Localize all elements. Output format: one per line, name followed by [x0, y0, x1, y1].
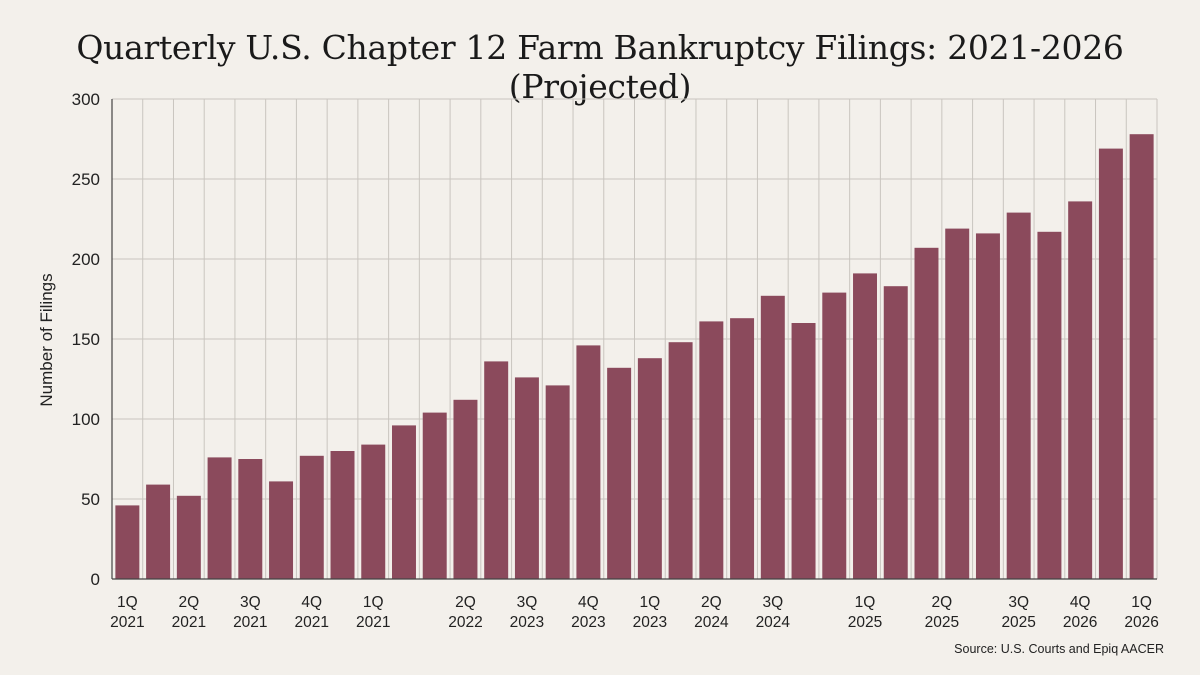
x-tick-label-quarter: 4Q — [1070, 594, 1091, 611]
chart-title: Quarterly U.S. Chapter 12 Farm Bankruptc… — [76, 28, 1124, 106]
bar — [422, 412, 447, 579]
x-tick-label-year: 2021 — [172, 614, 206, 631]
bars — [115, 134, 1154, 580]
bar — [514, 377, 539, 579]
x-tick-label: 3Q 2024 — [756, 594, 791, 631]
x-tick-label-quarter: 2Q — [178, 594, 199, 611]
x-tick-label-quarter: 4Q — [301, 594, 322, 611]
bar — [822, 292, 847, 579]
bar — [791, 323, 816, 579]
x-tick-label-year: 2025 — [1001, 614, 1035, 631]
bar — [146, 484, 171, 579]
x-tick-label-year: 2025 — [925, 614, 959, 631]
bar — [945, 228, 970, 579]
y-tick-label: 250 — [72, 170, 100, 189]
bar — [1037, 231, 1062, 580]
x-tick-label-quarter: 3Q — [1008, 594, 1029, 611]
x-tick-label-quarter: 1Q — [1131, 594, 1152, 611]
x-tick-label-year: 2024 — [756, 614, 791, 631]
bar — [699, 321, 724, 579]
bar — [853, 273, 878, 579]
x-tick-label-year: 2024 — [694, 614, 729, 631]
bar — [361, 444, 386, 579]
y-tick-label: 0 — [91, 570, 100, 589]
bar — [484, 361, 509, 579]
bar — [576, 345, 601, 579]
bar — [269, 481, 294, 579]
x-tick-label: 1Q 2021 — [110, 594, 144, 631]
x-tick-label: 1Q 2023 — [633, 594, 667, 631]
x-tick-label: 4Q 2023 — [571, 594, 605, 631]
grid-lines — [111, 98, 1158, 580]
bar — [1129, 134, 1154, 579]
bar — [238, 459, 263, 579]
x-tick-label-year: 2025 — [848, 614, 882, 631]
bar — [1006, 212, 1031, 579]
x-tick-label-year: 2023 — [633, 614, 667, 631]
x-tick-label: 2Q 2021 — [172, 594, 206, 631]
bar — [330, 451, 355, 579]
x-tick-label: 4Q 2026 — [1063, 594, 1097, 631]
x-tick-label-year: 2026 — [1063, 614, 1097, 631]
x-tick-label-quarter: 1Q — [117, 594, 138, 611]
y-tick-label: 150 — [72, 330, 100, 349]
y-axis-label: Number of Filings — [37, 273, 56, 406]
bar — [1098, 148, 1123, 579]
bar — [730, 318, 755, 579]
bar — [207, 457, 232, 579]
bar — [607, 367, 632, 579]
source-note: Source: U.S. Courts and Epiq AACER — [954, 642, 1164, 656]
x-tick-label-year: 2023 — [510, 614, 544, 631]
x-tick-label: 3Q 2023 — [510, 594, 544, 631]
x-tick-label: 4Q 2021 — [295, 594, 329, 631]
x-tick-label-year: 2023 — [571, 614, 605, 631]
x-tick-label-year: 2021 — [295, 614, 329, 631]
y-tick-label: 100 — [72, 410, 100, 429]
x-tick-label-quarter: 3Q — [517, 594, 538, 611]
x-tick-label-quarter: 3Q — [762, 594, 783, 611]
x-tick-labels: 1Q 2021 2Q 2021 3Q 2021 4Q 2021 1Q 2021 2Q 2022 3Q 20… — [110, 594, 1159, 631]
x-tick-label-quarter: 2Q — [455, 594, 476, 611]
x-tick-label-quarter: 2Q — [701, 594, 722, 611]
x-tick-label: 2Q 2025 — [925, 594, 959, 631]
bar — [545, 385, 570, 579]
y-tick-label: 50 — [81, 490, 100, 509]
bar — [391, 425, 416, 579]
x-tick-label-year: 2021 — [356, 614, 390, 631]
bar — [883, 286, 908, 579]
bar — [637, 358, 662, 579]
x-tick-label: 3Q 2025 — [1001, 594, 1035, 631]
bar — [668, 342, 693, 579]
x-tick-label-quarter: 1Q — [363, 594, 384, 611]
bar — [1068, 201, 1093, 579]
y-tick-label: 300 — [72, 90, 100, 109]
bar — [914, 247, 939, 580]
x-tick-label-quarter: 3Q — [240, 594, 261, 611]
bar — [115, 505, 140, 579]
x-tick-label-year: 2021 — [233, 614, 267, 631]
bar — [975, 233, 1000, 579]
x-tick-label-quarter: 1Q — [640, 594, 661, 611]
x-tick-label: 3Q 2021 — [233, 594, 267, 631]
x-tick-label-quarter: 2Q — [932, 594, 953, 611]
x-tick-label: 2Q 2024 — [694, 594, 729, 631]
x-tick-label-quarter: 4Q — [578, 594, 599, 611]
axes — [111, 99, 1157, 580]
x-tick-label-year: 2021 — [110, 614, 144, 631]
bar — [453, 399, 478, 579]
x-tick-label-year: 2022 — [448, 614, 482, 631]
y-tick-labels: 0 50 100 150 200 250 300 — [72, 90, 100, 589]
bar — [176, 495, 201, 579]
x-tick-label: 1Q 2026 — [1124, 594, 1158, 631]
x-tick-label: 1Q 2021 — [356, 594, 390, 631]
y-tick-label: 200 — [72, 250, 100, 269]
x-tick-label: 1Q 2025 — [848, 594, 882, 631]
x-tick-label: 2Q 2022 — [448, 594, 482, 631]
bar — [760, 295, 785, 579]
bar — [299, 455, 324, 579]
x-tick-label-year: 2026 — [1124, 614, 1158, 631]
x-tick-label-quarter: 1Q — [855, 594, 876, 611]
